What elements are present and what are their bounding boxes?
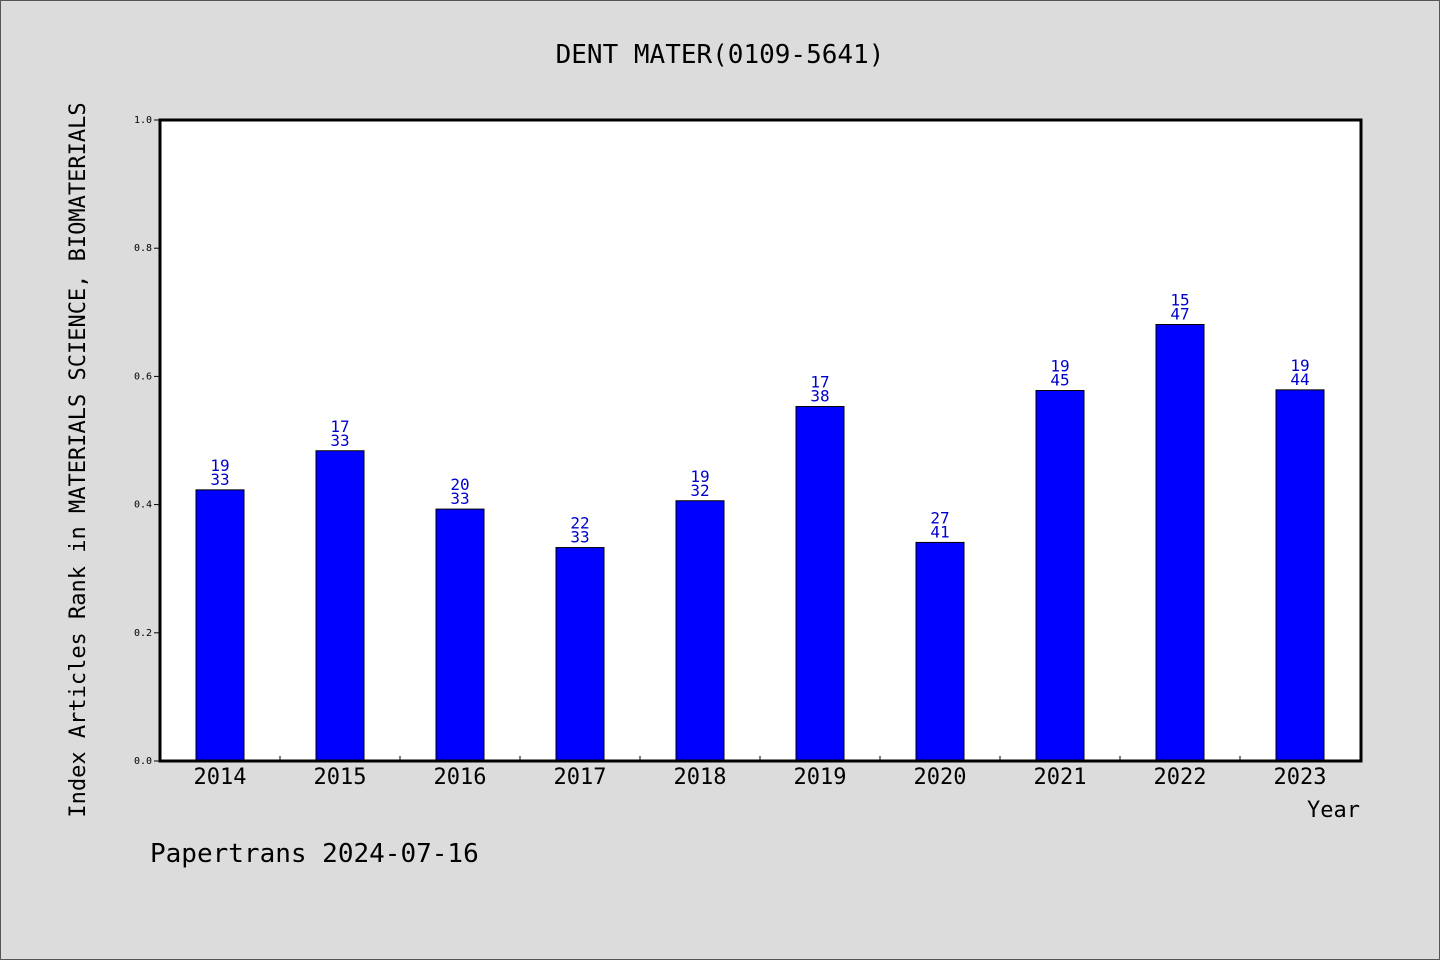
x-tick-label: 2023 xyxy=(1274,765,1327,790)
x-tick-label: 2019 xyxy=(794,765,847,790)
y-tick-label: 0.6 xyxy=(134,371,152,382)
y-axis-label: Index Articles Rank in MATERIALS SCIENCE… xyxy=(66,102,91,817)
bar-2020 xyxy=(915,541,965,762)
y-tick-label: 0.4 xyxy=(134,500,152,511)
bar-2017 xyxy=(555,547,605,762)
bar-label-rank: 19 xyxy=(1050,357,1069,376)
bar-label-rank: 15 xyxy=(1170,290,1189,309)
y-tick-label: 0.2 xyxy=(134,628,152,639)
y-tick-label: 0.8 xyxy=(134,243,152,254)
bar-label-total: 45 xyxy=(1050,371,1069,390)
bar-label-total: 41 xyxy=(930,522,949,541)
x-tick-label: 2015 xyxy=(314,765,367,790)
x-tick-label: 2016 xyxy=(434,765,487,790)
x-tick-label: 2021 xyxy=(1034,765,1087,790)
bar-2015 xyxy=(315,450,365,762)
x-axis-label: Year xyxy=(1307,798,1360,823)
bar-label-rank: 22 xyxy=(570,514,589,533)
bar-label-total: 33 xyxy=(330,431,349,450)
x-tick-label: 2020 xyxy=(914,765,967,790)
bar-2022 xyxy=(1155,323,1205,762)
bar-label-rank: 19 xyxy=(690,467,709,486)
y-tick-label: 0.0 xyxy=(134,756,152,767)
bar-2018 xyxy=(675,500,725,762)
x-tick-label: 2014 xyxy=(194,765,247,790)
bar-label-total: 44 xyxy=(1290,370,1309,389)
bar-label-total: 33 xyxy=(570,528,589,547)
y-tick-label: 1.0 xyxy=(134,115,152,126)
bar-label-rank: 19 xyxy=(210,456,229,475)
x-tick-label: 2022 xyxy=(1154,765,1207,790)
bar-label-rank: 27 xyxy=(930,508,949,527)
bar-label-total: 38 xyxy=(810,387,829,406)
bar-label-rank: 17 xyxy=(330,417,349,436)
x-tick-label: 2018 xyxy=(674,765,727,790)
chart-title: DENT MATER(0109-5641) xyxy=(556,40,885,70)
bar-label-rank: 19 xyxy=(1290,356,1309,375)
bar-label-total: 47 xyxy=(1170,304,1189,323)
bar-2023 xyxy=(1275,389,1325,762)
bar-label-rank: 17 xyxy=(810,373,829,392)
bar-2021 xyxy=(1035,390,1085,762)
bar-label-total: 32 xyxy=(690,481,709,500)
bar-2019 xyxy=(795,406,845,762)
plot-border xyxy=(158,118,1363,763)
x-tick-label: 2017 xyxy=(554,765,607,790)
bar-label-rank: 20 xyxy=(450,475,469,494)
bar-2014 xyxy=(195,489,245,762)
footer-text: Papertrans 2024-07-16 xyxy=(150,839,479,869)
bar-2016 xyxy=(435,508,485,762)
bar-label-total: 33 xyxy=(210,470,229,489)
bar-label-total: 33 xyxy=(450,489,469,508)
